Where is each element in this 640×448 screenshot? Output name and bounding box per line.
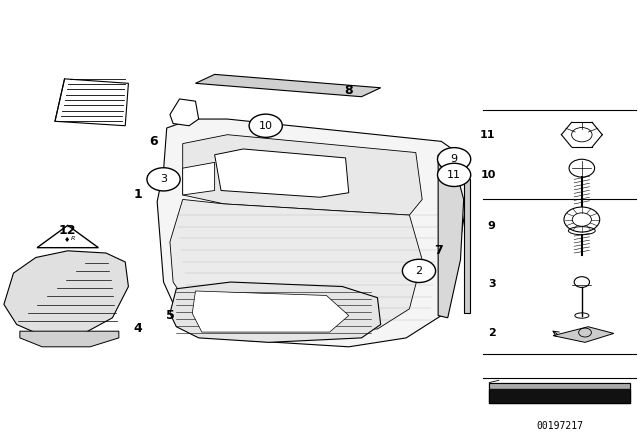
Polygon shape (170, 282, 381, 342)
Polygon shape (192, 291, 349, 332)
Text: 3: 3 (160, 174, 167, 184)
Polygon shape (157, 119, 467, 347)
Text: 00197217: 00197217 (536, 421, 583, 431)
Text: 10: 10 (259, 121, 273, 131)
Circle shape (438, 163, 470, 186)
Text: 12: 12 (59, 224, 77, 237)
Text: 4: 4 (134, 323, 142, 336)
Circle shape (147, 168, 180, 191)
Text: 11: 11 (447, 170, 461, 180)
Polygon shape (438, 155, 464, 318)
Text: 9: 9 (488, 221, 495, 231)
Text: R: R (70, 236, 75, 241)
Polygon shape (553, 327, 614, 342)
Polygon shape (20, 331, 119, 347)
Text: 2: 2 (415, 266, 422, 276)
Circle shape (403, 259, 436, 283)
Text: ♦: ♦ (63, 237, 70, 243)
Text: 9: 9 (451, 154, 458, 164)
Polygon shape (195, 74, 381, 97)
Text: 10: 10 (480, 170, 495, 180)
Polygon shape (182, 135, 422, 215)
Text: 1: 1 (134, 189, 142, 202)
Polygon shape (4, 251, 129, 336)
Text: 7: 7 (434, 244, 442, 257)
Circle shape (249, 114, 282, 138)
Polygon shape (170, 199, 422, 331)
Polygon shape (214, 149, 349, 197)
Circle shape (438, 148, 470, 171)
Text: 5: 5 (166, 309, 174, 322)
Polygon shape (170, 99, 198, 126)
Polygon shape (464, 179, 470, 313)
Text: 2: 2 (488, 328, 495, 338)
Text: 6: 6 (150, 135, 158, 148)
Polygon shape (55, 79, 129, 126)
Text: 3: 3 (488, 279, 495, 289)
Text: 11: 11 (480, 129, 495, 140)
Polygon shape (182, 162, 214, 195)
Text: 8: 8 (344, 83, 353, 96)
